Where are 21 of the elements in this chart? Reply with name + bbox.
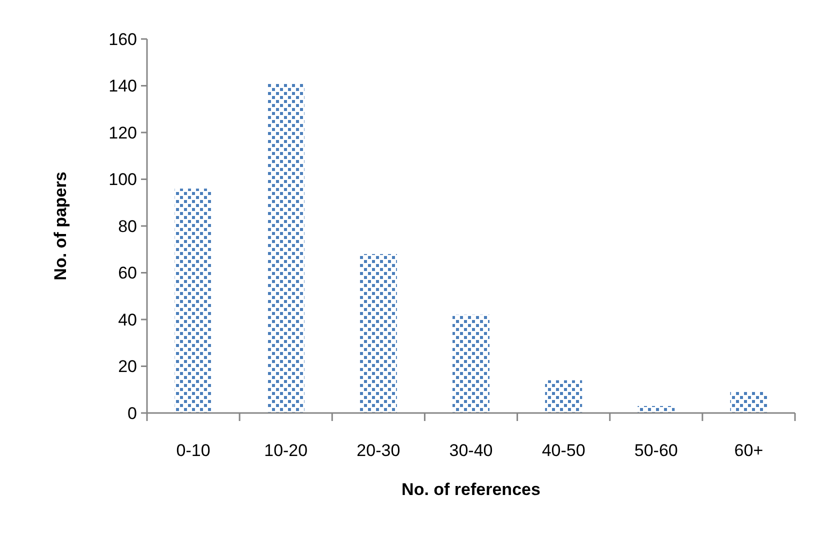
bar <box>452 314 490 413</box>
x-tick-label: 10-20 <box>264 441 308 460</box>
x-tick-label: 60+ <box>734 441 764 460</box>
y-tick-label: 100 <box>108 170 137 190</box>
y-tick-label: 0 <box>128 404 137 423</box>
y-tick-label: 40 <box>118 310 137 330</box>
x-tick-label: 20-30 <box>356 441 400 460</box>
bar <box>638 406 675 413</box>
bar <box>360 254 397 413</box>
x-tick-label: 40-50 <box>542 441 586 460</box>
x-axis-title: No. of references <box>402 480 540 499</box>
y-tick-label: 80 <box>118 216 137 236</box>
x-tick-label: 50-60 <box>634 441 678 460</box>
x-tick-label: 0-10 <box>176 441 210 460</box>
y-tick-label: 140 <box>108 76 137 96</box>
x-tick-label: 30-40 <box>449 441 493 460</box>
y-tick-label: 20 <box>118 357 137 376</box>
y-tick-label: 120 <box>108 123 137 142</box>
y-axis-title: No. of papers <box>51 172 70 280</box>
y-tick-label: 60 <box>118 264 137 283</box>
y-tick-label: 160 <box>108 30 137 49</box>
